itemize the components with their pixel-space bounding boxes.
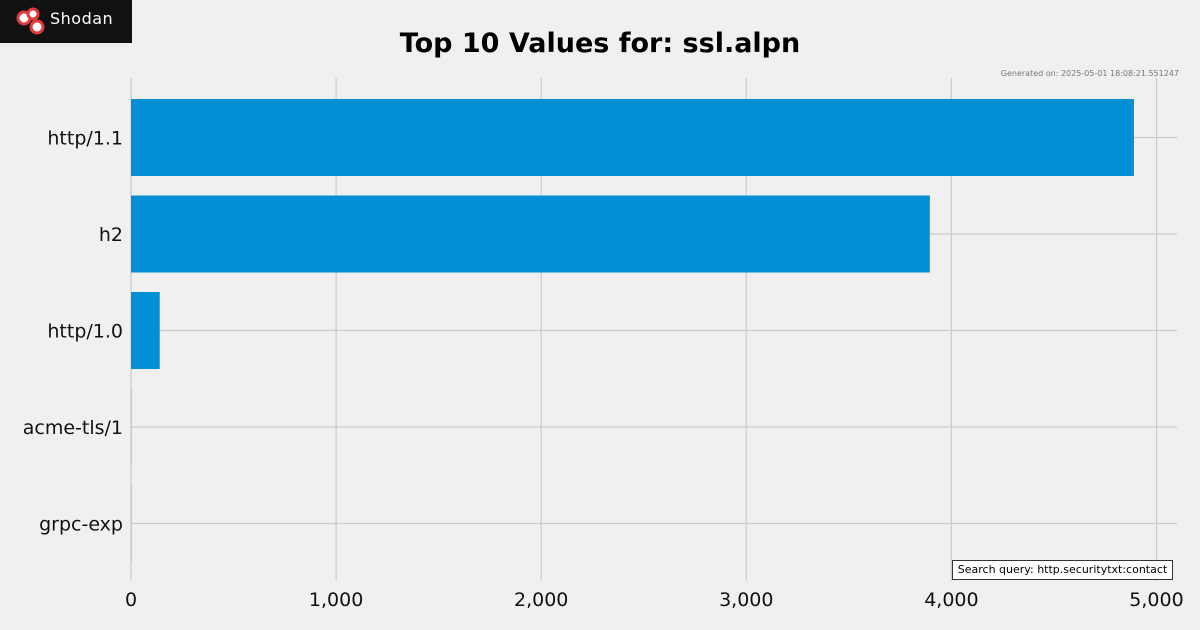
y-tick-label: http/1.0 <box>47 321 123 343</box>
chart-title: Top 10 Values for: ssl.alpn <box>399 28 801 59</box>
x-tick-label: 2,000 <box>514 589 568 611</box>
x-tick-label: 0 <box>125 589 137 611</box>
x-tick-label: 3,000 <box>719 589 773 611</box>
search-query-box: Search query: http.securitytxt:contact <box>952 560 1173 580</box>
shodan-logo-icon <box>16 7 45 35</box>
y-tick-label: grpc-exp <box>39 514 123 536</box>
y-tick-label: acme-tls/1 <box>23 417 123 439</box>
bar <box>131 292 160 369</box>
generated-timestamp: Generated on: 2025-05-01 18:08:21.551247 <box>1000 69 1179 78</box>
y-tick-label: http/1.1 <box>47 128 123 150</box>
shodan-logo: Shodan <box>0 0 132 43</box>
shodan-logo-text: Shodan <box>50 9 114 28</box>
y-tick-label: h2 <box>99 224 123 246</box>
bar <box>131 195 930 273</box>
bar <box>131 99 1134 176</box>
x-tick-label: 5,000 <box>1129 589 1183 611</box>
x-tick-label: 4,000 <box>924 589 978 611</box>
x-tick-label: 1,000 <box>309 589 363 611</box>
